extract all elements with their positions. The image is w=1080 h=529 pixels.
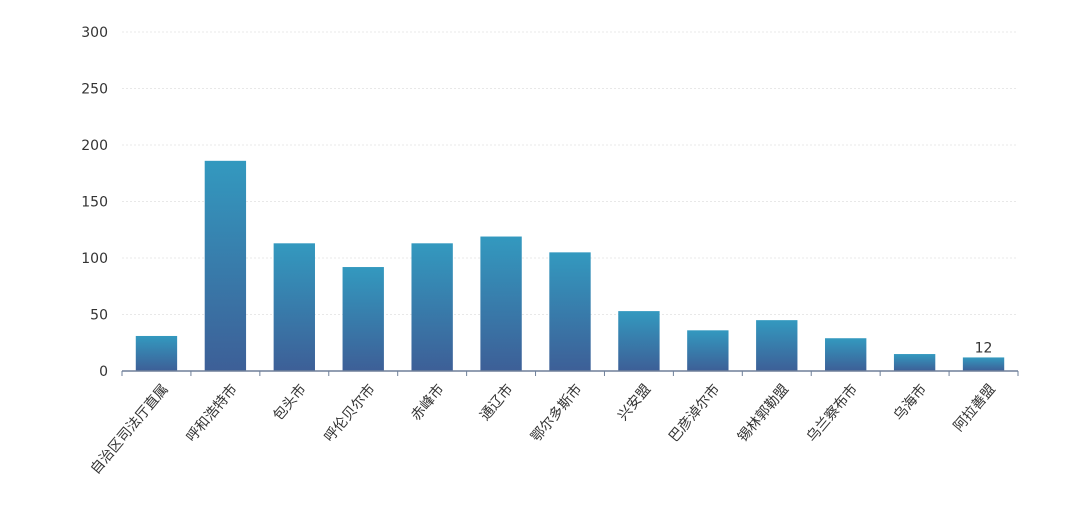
x-category-label: 自治区司法厅直属 bbox=[87, 381, 172, 478]
y-tick-label: 200 bbox=[81, 138, 108, 154]
bar bbox=[825, 338, 867, 371]
bar bbox=[618, 311, 660, 371]
bar bbox=[549, 252, 591, 371]
x-axis-category-labels: 自治区司法厅直属 呼和浩特市 包头市 呼伦贝尔市 赤峰市 通辽市 鄂尔多斯市 兴安盟 巴彦淖尔市… bbox=[87, 381, 999, 478]
bar bbox=[135, 335, 178, 371]
x-category-label: 乌兰察布市 bbox=[803, 381, 861, 446]
y-tick-label: 0 bbox=[99, 364, 108, 380]
y-tick-label: 100 bbox=[81, 251, 108, 267]
x-category-label: 通辽市 bbox=[476, 381, 516, 424]
data-labels: 12 bbox=[975, 340, 993, 356]
y-axis-tick-labels: 0 50 100 150 200 250 300 bbox=[81, 25, 108, 380]
bar bbox=[342, 267, 384, 371]
x-category-label: 阿拉善盟 bbox=[951, 381, 999, 434]
bar bbox=[687, 330, 729, 371]
x-category-label: 兴安盟 bbox=[615, 381, 654, 423]
y-tick-label: 50 bbox=[90, 308, 108, 324]
x-category-label: 鄂尔多斯市 bbox=[527, 381, 585, 446]
bar bbox=[756, 320, 798, 371]
y-tick-label: 250 bbox=[81, 82, 108, 98]
bars bbox=[135, 160, 1005, 371]
bar bbox=[962, 357, 1005, 371]
x-category-label: 呼和浩特市 bbox=[183, 381, 241, 446]
x-category-label: 锡林郭勒盟 bbox=[734, 381, 792, 446]
y-tick-label: 300 bbox=[81, 25, 108, 41]
x-category-label: 巴彦淖尔市 bbox=[665, 381, 723, 446]
bar bbox=[480, 236, 522, 371]
bar bbox=[273, 243, 315, 371]
x-category-label: 包头市 bbox=[270, 381, 310, 424]
bar bbox=[204, 160, 247, 371]
bar bbox=[411, 243, 453, 371]
x-axis bbox=[121, 370, 1019, 376]
data-label: 12 bbox=[975, 340, 993, 356]
x-category-label: 呼伦贝尔市 bbox=[321, 381, 379, 446]
y-tick-label: 150 bbox=[81, 195, 108, 211]
x-category-label: 乌海市 bbox=[890, 381, 930, 424]
x-category-label: 赤峰市 bbox=[408, 381, 448, 424]
bar bbox=[893, 354, 936, 371]
